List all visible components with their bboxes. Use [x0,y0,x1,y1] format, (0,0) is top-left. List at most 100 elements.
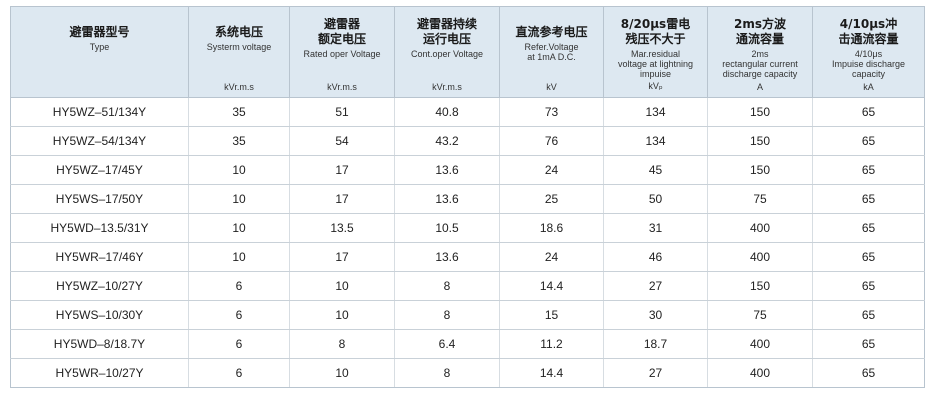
table-row: HY5WR–17/46Y 10 17 13.6 24 46 400 65 [10,242,925,272]
value-cell: 65 [812,97,925,127]
header-cell-content: 直流参考电压 Refer.Voltage at 1mA D.C. kV [500,7,603,97]
table-header: 避雷器型号 Type 系统电压 Systerm voltage kVr.m.s 避雷器 额… [10,6,925,98]
value-cell: 6 [188,271,290,301]
table-row: HY5WZ–17/45Y 10 17 13.6 24 45 150 65 [10,155,925,185]
model-cell: HY5WD–13.5/31Y [10,213,189,243]
value-cell: 6 [188,358,290,388]
value-cell: 400 [707,213,813,243]
value-cell: 65 [812,155,925,185]
header-cell: 避雷器持续 运行电压 Cont.oper Voltage kVr.m.s [394,6,500,98]
value-cell: 8 [394,300,500,330]
value-cell: 134 [603,126,708,156]
header-cell: 8/20μs雷电 残压不大于 Mar.residual voltage at li… [603,6,708,98]
header-title-zh: 直流参考电压 [515,25,588,39]
value-cell: 45 [603,155,708,185]
header-title-zh: 避雷器持续 运行电压 [416,17,477,46]
value-cell: 27 [603,358,708,388]
value-cell: 15 [499,300,604,330]
value-cell: 150 [707,126,813,156]
value-cell: 14.4 [499,271,604,301]
value-cell: 400 [707,358,813,388]
value-cell: 17 [289,184,395,214]
header-title-en: Rated oper Voltage [303,49,381,59]
value-cell: 8 [394,271,500,301]
value-cell: 35 [188,97,290,127]
header-cell-content: 避雷器持续 运行电压 Cont.oper Voltage kVr.m.s [395,7,499,97]
value-cell: 31 [603,213,708,243]
value-cell: 8 [394,358,500,388]
value-cell: 76 [499,126,604,156]
model-cell: HY5WZ–51/134Y [10,97,189,127]
header-cell: 直流参考电压 Refer.Voltage at 1mA D.C. kV [499,6,604,98]
header-title-en: 2ms rectangular current discharge capaci… [722,49,798,79]
table-row: HY5WD–8/18.7Y 6 8 6.4 11.2 18.7 400 65 [10,329,925,359]
value-cell: 25 [499,184,604,214]
header-cell-content: 避雷器型号 Type [11,7,188,97]
value-cell: 65 [812,242,925,272]
table-row: HY5WZ–10/27Y 6 10 8 14.4 27 150 65 [10,271,925,301]
value-cell: 11.2 [499,329,604,359]
header-title-zh: 避雷器型号 [69,25,130,39]
model-cell: HY5WS–17/50Y [10,184,189,214]
model-cell: HY5WR–10/27Y [10,358,189,388]
value-cell: 65 [812,300,925,330]
value-cell: 46 [603,242,708,272]
table-body: HY5WZ–51/134Y 35 51 40.8 73 134 150 65 HY5WZ–54/… [10,97,925,388]
model-cell: HY5WZ–17/45Y [10,155,189,185]
model-cell: HY5WS–10/30Y [10,300,189,330]
value-cell: 51 [289,97,395,127]
header-unit: kVr.m.s [224,82,254,92]
header-title-zh: 系统电压 [214,25,263,39]
header-cell: 4/10μs冲 击通流容量 4/10μs Impuise discharge ca… [812,6,925,98]
value-cell: 13.6 [394,184,500,214]
table-row: HY5WR–10/27Y 6 10 8 14.4 27 400 65 [10,358,925,388]
header-unit: kVₚ [648,81,663,91]
header-cell: 避雷器型号 Type [10,6,189,98]
value-cell: 150 [707,97,813,127]
header-cell-content: 避雷器 额定电压 Rated oper Voltage kVr.m.s [290,7,394,97]
value-cell: 6 [188,329,290,359]
table-row: HY5WS–10/30Y 6 10 8 15 30 75 65 [10,300,925,330]
value-cell: 10 [188,155,290,185]
header-title-zh: 4/10μs冲 击通流容量 [838,17,899,46]
value-cell: 10 [188,242,290,272]
header-unit: kV [546,82,557,92]
value-cell: 10 [289,358,395,388]
value-cell: 8 [289,329,395,359]
value-cell: 18.7 [603,329,708,359]
header-row: 避雷器型号 Type 系统电压 Systerm voltage kVr.m.s 避雷器 额… [10,6,925,98]
value-cell: 75 [707,184,813,214]
header-cell-content: 8/20μs雷电 残压不大于 Mar.residual voltage at li… [604,7,707,97]
value-cell: 18.6 [499,213,604,243]
header-unit: kVr.m.s [432,82,462,92]
value-cell: 50 [603,184,708,214]
model-cell: HY5WZ–54/134Y [10,126,189,156]
model-cell: HY5WD–8/18.7Y [10,329,189,359]
value-cell: 150 [707,271,813,301]
header-title-en: Type [89,42,110,52]
value-cell: 17 [289,155,395,185]
value-cell: 13.6 [394,155,500,185]
value-cell: 400 [707,329,813,359]
value-cell: 13.6 [394,242,500,272]
value-cell: 65 [812,358,925,388]
header-unit: kA [863,82,874,92]
value-cell: 6 [188,300,290,330]
header-cell-content: 4/10μs冲 击通流容量 4/10μs Impuise discharge ca… [813,7,924,97]
value-cell: 13.5 [289,213,395,243]
value-cell: 35 [188,126,290,156]
value-cell: 65 [812,329,925,359]
header-title-en: Cont.oper Voltage [410,49,484,59]
model-cell: HY5WZ–10/27Y [10,271,189,301]
value-cell: 150 [707,155,813,185]
value-cell: 14.4 [499,358,604,388]
value-cell: 54 [289,126,395,156]
header-title-zh: 2ms方波 通流容量 [734,17,786,46]
value-cell: 43.2 [394,126,500,156]
value-cell: 75 [707,300,813,330]
value-cell: 27 [603,271,708,301]
value-cell: 17 [289,242,395,272]
header-title-zh: 避雷器 额定电压 [317,17,366,46]
table-row: HY5WD–13.5/31Y 10 13.5 10.5 18.6 31 400 65 [10,213,925,243]
header-unit: A [756,82,763,92]
